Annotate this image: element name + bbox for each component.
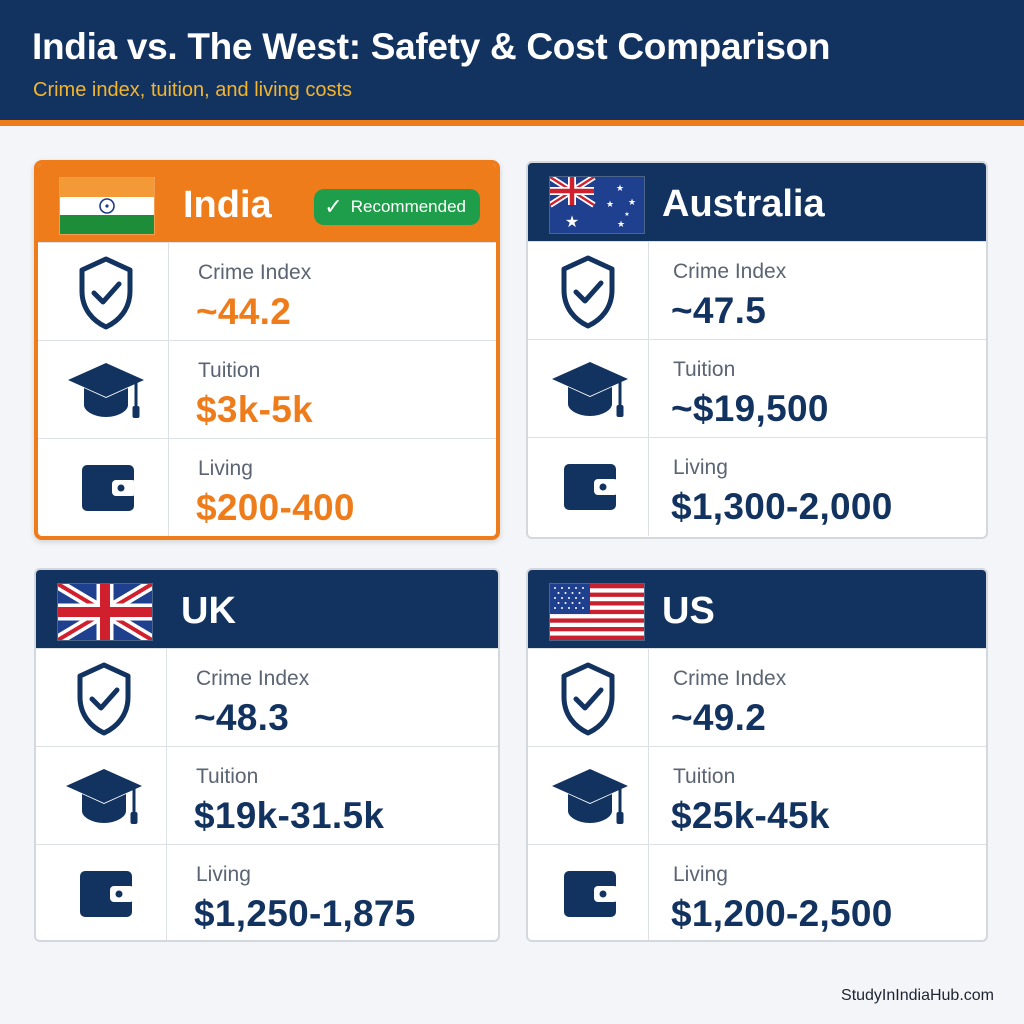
- graduation-cap-icon: [64, 765, 144, 829]
- page-subtitle: Crime index, tuition, and living costs: [33, 79, 353, 101]
- shield-check-icon: [558, 661, 618, 737]
- checkmark-icon: ✓: [324, 194, 343, 219]
- metric-label: Tuition: [196, 765, 259, 788]
- metric-value: ~48.3: [194, 697, 290, 738]
- metric-row-tuition: Tuition ~$19,500: [528, 339, 986, 438]
- india-flag-icon: [60, 178, 154, 234]
- metric-value: $1,200-2,500: [671, 893, 893, 934]
- graduation-cap-icon: [66, 359, 146, 423]
- country-name: US: [662, 590, 715, 632]
- country-card-uk: UK Crime Index ~48.3 Tuition $19k-31.5k …: [34, 568, 500, 942]
- svg-text:★: ★: [565, 212, 579, 231]
- country-card-australia: ★ ★ ★ ★ ★ ★ Australia Crime Index ~47.5 …: [526, 161, 988, 539]
- graduation-cap-icon: [550, 358, 630, 422]
- metric-label: Crime Index: [198, 261, 312, 284]
- card-header: India ✓ Recommended: [38, 164, 496, 242]
- svg-text:★: ★: [624, 211, 629, 218]
- metric-label: Living: [673, 456, 728, 479]
- metric-label: Crime Index: [673, 667, 787, 690]
- badge-label: Recommended: [350, 197, 466, 216]
- country-card-india: India ✓ Recommended Crime Index ~44.2 Tu…: [34, 160, 500, 540]
- metric-label: Living: [198, 457, 253, 480]
- metric-value: ~47.5: [671, 290, 767, 331]
- wallet-icon: [560, 865, 620, 921]
- metric-row-living: Living $1,200-2,500: [528, 844, 986, 940]
- svg-text:★: ★: [616, 184, 624, 194]
- shield-check-icon: [74, 661, 134, 737]
- metric-value: ~49.2: [671, 697, 767, 738]
- metric-label: Living: [673, 863, 728, 886]
- page-title: India vs. The West: Safety & Cost Compar…: [32, 26, 831, 67]
- metric-label: Tuition: [198, 359, 261, 382]
- metric-value: $19k-31.5k: [194, 795, 385, 836]
- metric-value: $200-400: [196, 487, 355, 528]
- country-name: UK: [181, 590, 236, 632]
- header-accent-stripe: [0, 120, 1024, 126]
- svg-text:★: ★: [617, 220, 625, 230]
- metric-row-crime-index: Crime Index ~44.2: [38, 242, 496, 341]
- metric-row-living: Living $1,250-1,875: [36, 844, 498, 940]
- metric-value: ~44.2: [196, 291, 292, 332]
- uk-flag-icon: [58, 584, 152, 640]
- metric-row-living: Living $1,300-2,000: [528, 437, 986, 536]
- page-header: India vs. The West: Safety & Cost Compar…: [0, 0, 1024, 120]
- country-card-us: US Crime Index ~49.2 Tuition $25k-45k Li…: [526, 568, 988, 942]
- metric-row-living: Living $200-400: [38, 438, 496, 536]
- recommended-badge: ✓ Recommended: [314, 189, 480, 225]
- metric-value: $1,250-1,875: [194, 893, 416, 934]
- svg-text:★: ★: [606, 200, 614, 210]
- metric-value: $1,300-2,000: [671, 486, 893, 527]
- metric-value: $3k-5k: [196, 389, 314, 430]
- wallet-icon: [78, 459, 138, 515]
- shield-check-icon: [558, 254, 618, 330]
- svg-text:★: ★: [628, 198, 636, 208]
- metric-row-crime-index: Crime Index ~48.3: [36, 648, 498, 747]
- metric-label: Crime Index: [196, 667, 310, 690]
- country-name: Australia: [662, 183, 825, 225]
- graduation-cap-icon: [550, 765, 630, 829]
- wallet-icon: [76, 865, 136, 921]
- country-name: India: [183, 184, 272, 226]
- metric-row-tuition: Tuition $3k-5k: [38, 340, 496, 439]
- card-header: ★ ★ ★ ★ ★ ★ Australia: [528, 163, 986, 241]
- card-header: US: [528, 570, 986, 648]
- metric-row-tuition: Tuition $19k-31.5k: [36, 746, 498, 845]
- shield-check-icon: [76, 255, 136, 331]
- wallet-icon: [560, 458, 620, 514]
- metric-row-crime-index: Crime Index ~49.2: [528, 648, 986, 747]
- metric-value: ~$19,500: [671, 388, 829, 429]
- card-header: UK: [36, 570, 498, 648]
- metric-label: Tuition: [673, 358, 736, 381]
- metric-value: $25k-45k: [671, 795, 830, 836]
- metric-label: Living: [196, 863, 251, 886]
- us-flag-icon: [550, 584, 644, 640]
- metric-row-tuition: Tuition $25k-45k: [528, 746, 986, 845]
- metric-row-crime-index: Crime Index ~47.5: [528, 241, 986, 340]
- footer-credit: StudyInIndiaHub.com: [841, 987, 994, 1004]
- metric-label: Crime Index: [673, 260, 787, 283]
- metric-label: Tuition: [673, 765, 736, 788]
- australia-flag-icon: ★ ★ ★ ★ ★ ★: [550, 177, 644, 233]
